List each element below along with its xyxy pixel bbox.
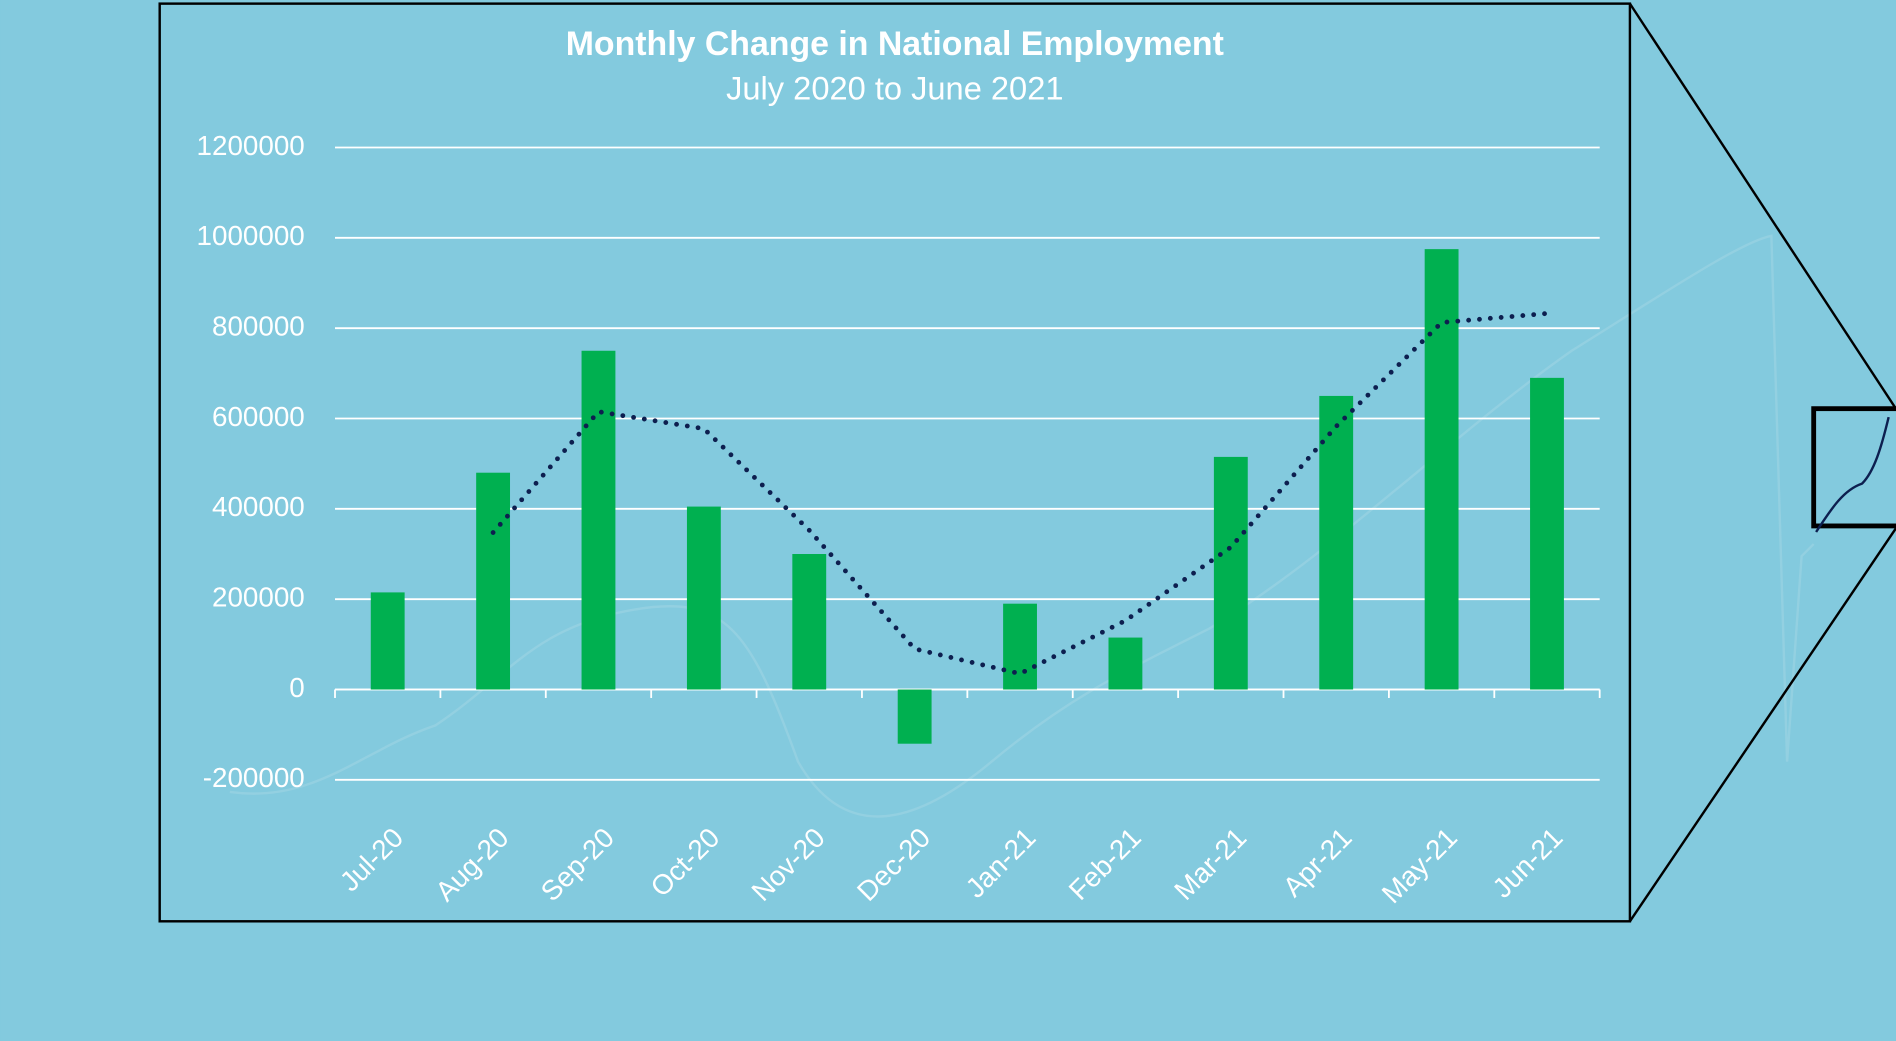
zoom-line: [1628, 527, 1896, 922]
bar: [1424, 249, 1459, 690]
y-tick-label: 200000: [212, 582, 305, 613]
bar: [1003, 603, 1037, 690]
bar: [1108, 637, 1143, 690]
y-tick-label: 600000: [212, 401, 305, 432]
bar: [1530, 377, 1564, 690]
y-tick-label: 1000000: [197, 220, 305, 251]
zoom-inset: [1811, 406, 1896, 529]
chart-frame: [158, 2, 1632, 923]
inset-line: [1815, 416, 1890, 533]
chart-subtitle: July 2020 to June 2021: [726, 69, 1063, 106]
bar: [370, 592, 405, 690]
y-tick-label: 0: [289, 672, 304, 703]
y-tick-label: 1200000: [197, 130, 305, 161]
bar: [581, 350, 616, 690]
bar: [792, 554, 827, 690]
bar: [686, 506, 721, 690]
bar: [476, 472, 511, 690]
bar: [1319, 395, 1354, 690]
zoom-line: [1628, 2, 1896, 410]
y-tick-label: 400000: [212, 491, 305, 522]
y-tick-label: 800000: [212, 311, 305, 342]
chart-title: Monthly Change in National Employment: [566, 25, 1224, 63]
bar: [897, 689, 932, 744]
bar: [1213, 456, 1248, 690]
y-tick-label: -200000: [203, 762, 305, 793]
